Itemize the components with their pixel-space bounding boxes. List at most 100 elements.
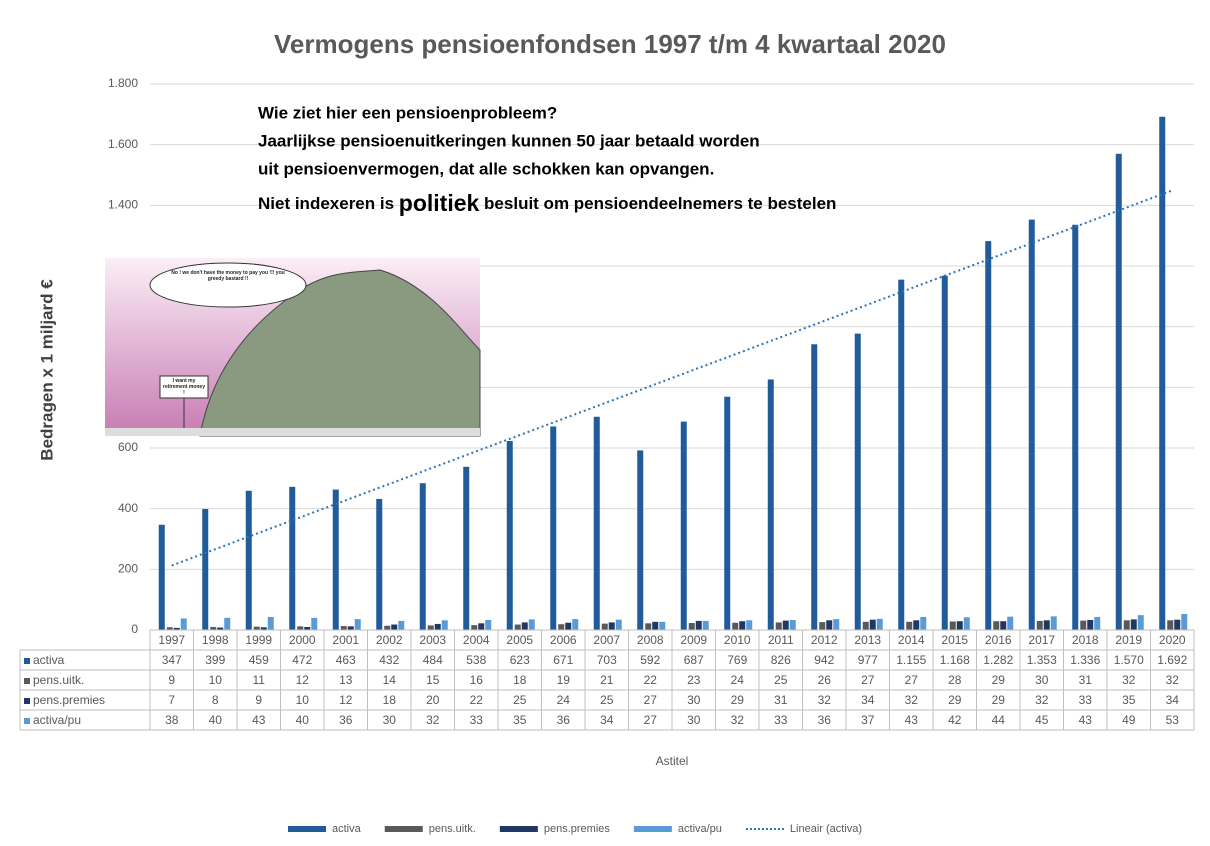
bar <box>478 623 484 630</box>
table-cell: 37 <box>861 713 875 727</box>
bar <box>1181 614 1187 630</box>
bar <box>1116 154 1122 630</box>
bar <box>826 620 832 630</box>
bar <box>863 622 869 630</box>
table-cell: 20 <box>426 693 440 707</box>
table-cell: 23 <box>687 673 701 687</box>
table-cell: 1.336 <box>1070 653 1100 667</box>
chart: Vermogens pensioenfondsen 1997 t/m 4 kwa… <box>0 0 1210 846</box>
bar <box>768 379 774 630</box>
bar <box>463 467 469 630</box>
table-cell: 459 <box>249 653 269 667</box>
bar <box>602 624 608 630</box>
bar <box>724 397 730 630</box>
table-cell: 30 <box>687 693 701 707</box>
annotation-line: Jaarlijkse pensioenuitkeringen kunnen 50… <box>258 131 760 150</box>
x-tick-label: 2008 <box>637 633 664 647</box>
table-cell: 703 <box>597 653 617 667</box>
bar <box>1044 620 1050 630</box>
table-cell: 35 <box>1122 693 1136 707</box>
annotation-part: politiek <box>399 190 480 216</box>
bar <box>819 622 825 630</box>
table-cell: 15 <box>426 673 440 687</box>
speech-text: No ! we don't have the money to pay you … <box>168 270 288 282</box>
annotation-line: Niet indexeren is politiek besluit om pe… <box>258 190 836 216</box>
legend-label: pens.uitk. <box>429 823 476 835</box>
bar <box>594 417 600 630</box>
bar <box>703 621 709 630</box>
table-cell: 34 <box>600 713 614 727</box>
bar <box>877 619 883 630</box>
legend-swatch <box>385 826 423 832</box>
y-tick-label: 400 <box>118 501 138 515</box>
legend-label: activa <box>332 823 362 835</box>
table-cell: 42 <box>948 713 962 727</box>
table-row-label: activa <box>33 653 65 667</box>
bar <box>645 623 651 630</box>
table-cell: 592 <box>640 653 660 667</box>
bar <box>1080 621 1086 630</box>
table-cell: 34 <box>861 693 875 707</box>
bar <box>355 619 361 630</box>
table-cell: 21 <box>600 673 614 687</box>
legend-swatch <box>634 826 672 832</box>
table-cell: 671 <box>553 653 573 667</box>
bar <box>783 621 789 630</box>
table-cell: 27 <box>861 673 875 687</box>
x-tick-label: 1999 <box>245 633 272 647</box>
table-cell: 10 <box>209 673 223 687</box>
bar <box>311 618 317 630</box>
table-cell: 399 <box>205 653 225 667</box>
bar <box>1087 620 1093 630</box>
table-cell: 7 <box>168 693 175 707</box>
x-tick-label: 2000 <box>289 633 316 647</box>
sign-text: I want my retirement money ! <box>162 378 206 396</box>
bar <box>420 483 426 630</box>
bar <box>224 618 230 630</box>
table-cell: 45 <box>1035 713 1049 727</box>
legend-label: pens.premies <box>544 823 611 835</box>
y-tick-label: 200 <box>118 562 138 576</box>
sign-text-box: I want my retirement money ! <box>162 378 206 398</box>
table-cell: 29 <box>992 673 1006 687</box>
bar <box>181 618 187 630</box>
table-cell: 484 <box>423 653 443 667</box>
table-cell: 25 <box>513 693 527 707</box>
bar <box>659 622 665 630</box>
x-tick-label: 2004 <box>463 633 490 647</box>
bar <box>341 626 347 630</box>
x-tick-label: 2014 <box>898 633 925 647</box>
cartoon: No ! we don't have the money to pay you … <box>105 258 480 436</box>
table-cell: 29 <box>948 693 962 707</box>
bar <box>1138 615 1144 630</box>
table-cell: 43 <box>905 713 919 727</box>
x-tick-label: 2018 <box>1072 633 1099 647</box>
bar <box>1072 225 1078 630</box>
x-tick-label: 2009 <box>680 633 707 647</box>
x-tick-label: 2010 <box>724 633 751 647</box>
bar <box>558 624 564 630</box>
bar <box>391 625 397 630</box>
x-tick-label: 2016 <box>985 633 1012 647</box>
legend-key <box>24 658 30 664</box>
bar <box>609 622 615 630</box>
bar <box>398 621 404 630</box>
table-cell: 18 <box>383 693 397 707</box>
annotation-line: Wie ziet hier een pensioenprobleem? <box>258 103 557 122</box>
y-tick-label: 1.400 <box>108 198 138 212</box>
table-cell: 16 <box>470 673 484 687</box>
table-cell: 538 <box>466 653 486 667</box>
x-tick-label: 2007 <box>593 633 620 647</box>
bar <box>790 620 796 630</box>
table-cell: 8 <box>212 693 219 707</box>
table-cell: 25 <box>600 693 614 707</box>
bar <box>1007 617 1013 630</box>
table-cell: 769 <box>727 653 747 667</box>
bar <box>957 621 963 630</box>
table-cell: 9 <box>255 693 262 707</box>
bar <box>920 617 926 630</box>
x-tick-label: 2011 <box>768 633 794 647</box>
bar <box>681 422 687 630</box>
table-cell: 30 <box>1035 673 1049 687</box>
bar <box>1174 620 1180 630</box>
